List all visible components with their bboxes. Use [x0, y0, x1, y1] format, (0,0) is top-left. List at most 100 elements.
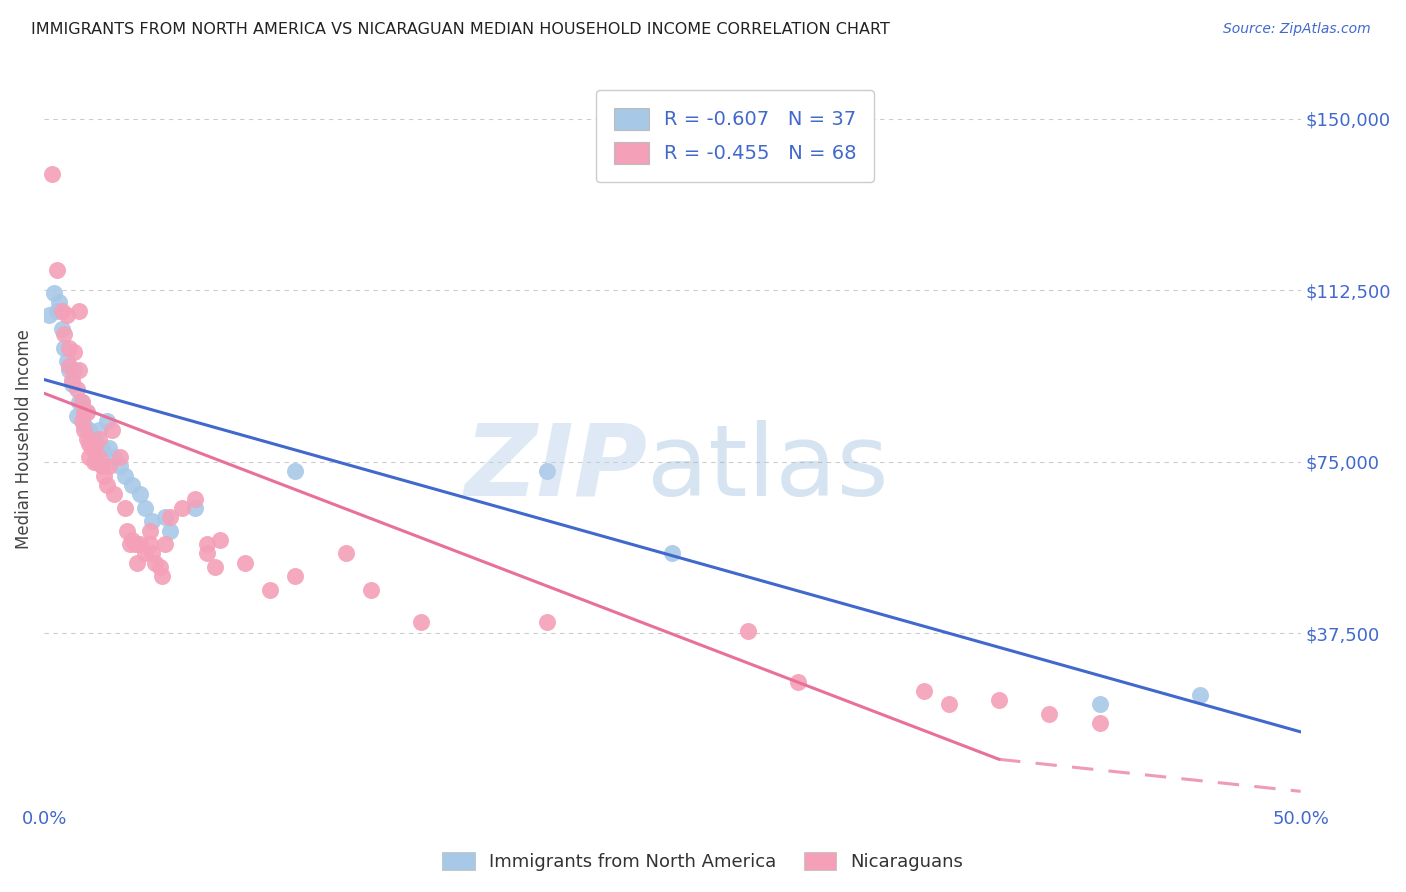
Point	[55, 354, 77, 368]
Point	[141, 546, 163, 560]
Point	[143, 556, 166, 570]
Point	[134, 546, 156, 560]
Point	[737, 624, 759, 639]
Point	[787, 674, 810, 689]
Point	[184, 500, 207, 515]
Point	[124, 537, 146, 551]
Point	[153, 509, 176, 524]
Point	[96, 477, 118, 491]
Point	[988, 693, 1011, 707]
Point	[204, 560, 226, 574]
Point	[79, 423, 101, 437]
Point	[159, 524, 181, 538]
Point	[63, 363, 86, 377]
Point	[101, 423, 124, 437]
Point	[114, 500, 136, 515]
Point	[79, 450, 101, 465]
Point	[70, 395, 93, 409]
Point	[48, 294, 70, 309]
Point	[53, 326, 76, 341]
Point	[118, 537, 141, 551]
Point	[150, 569, 173, 583]
Point	[1088, 715, 1111, 730]
Point	[1088, 698, 1111, 712]
Point	[938, 698, 960, 712]
Point	[73, 423, 96, 437]
Point	[1038, 706, 1060, 721]
Point	[83, 455, 105, 469]
Legend: R = -0.607   N = 37, R = -0.455   N = 68: R = -0.607 N = 37, R = -0.455 N = 68	[596, 90, 875, 182]
Point	[66, 409, 89, 424]
Point	[76, 432, 98, 446]
Point	[70, 414, 93, 428]
Text: IMMIGRANTS FROM NORTH AMERICA VS NICARAGUAN MEDIAN HOUSEHOLD INCOME CORRELATION : IMMIGRANTS FROM NORTH AMERICA VS NICARAG…	[31, 22, 890, 37]
Point	[60, 377, 83, 392]
Point	[96, 414, 118, 428]
Point	[121, 533, 143, 547]
Point	[172, 500, 194, 515]
Point	[138, 524, 160, 538]
Point	[98, 459, 121, 474]
Point	[51, 304, 73, 318]
Point	[55, 309, 77, 323]
Point	[536, 615, 558, 629]
Point	[58, 363, 80, 377]
Point	[103, 487, 125, 501]
Point	[67, 304, 90, 318]
Point	[83, 432, 105, 446]
Point	[103, 450, 125, 465]
Point	[76, 404, 98, 418]
Point	[138, 537, 160, 551]
Point	[127, 556, 149, 570]
Text: atlas: atlas	[647, 420, 889, 516]
Point	[58, 341, 80, 355]
Point	[661, 546, 683, 560]
Text: ZIP: ZIP	[464, 420, 647, 516]
Text: Source: ZipAtlas.com: Source: ZipAtlas.com	[1223, 22, 1371, 37]
Point	[63, 345, 86, 359]
Point	[73, 418, 96, 433]
Legend: Immigrants from North America, Nicaraguans: Immigrants from North America, Nicaragua…	[436, 845, 970, 879]
Point	[89, 450, 111, 465]
Point	[58, 359, 80, 373]
Point	[409, 615, 432, 629]
Point	[67, 395, 90, 409]
Point	[335, 546, 357, 560]
Point	[67, 363, 90, 377]
Point	[208, 533, 231, 547]
Point	[284, 464, 307, 478]
Point	[73, 404, 96, 418]
Point	[60, 373, 83, 387]
Point	[79, 436, 101, 450]
Point	[66, 382, 89, 396]
Point	[1189, 688, 1212, 702]
Point	[89, 432, 111, 446]
Y-axis label: Median Household Income: Median Household Income	[15, 329, 32, 549]
Point	[53, 341, 76, 355]
Point	[89, 423, 111, 437]
Point	[115, 524, 138, 538]
Point	[45, 304, 67, 318]
Point	[51, 322, 73, 336]
Point	[360, 582, 382, 597]
Point	[114, 468, 136, 483]
Point	[153, 537, 176, 551]
Point	[70, 395, 93, 409]
Point	[536, 464, 558, 478]
Point	[912, 683, 935, 698]
Point	[86, 455, 108, 469]
Point	[98, 441, 121, 455]
Point	[38, 309, 60, 323]
Point	[149, 560, 172, 574]
Point	[197, 537, 219, 551]
Point	[80, 441, 103, 455]
Point	[128, 537, 150, 551]
Point	[233, 556, 256, 570]
Point	[90, 459, 112, 474]
Point	[121, 477, 143, 491]
Point	[45, 262, 67, 277]
Point	[83, 441, 105, 455]
Point	[41, 167, 63, 181]
Point	[134, 500, 156, 515]
Point	[108, 450, 131, 465]
